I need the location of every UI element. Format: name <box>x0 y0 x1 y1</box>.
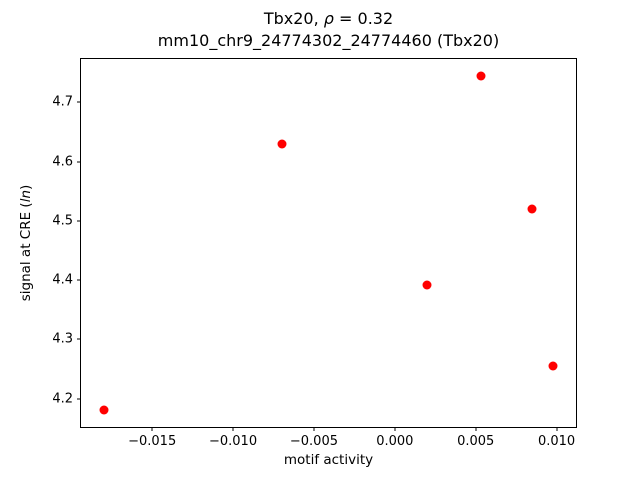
x-tick-mark <box>556 427 558 431</box>
data-point <box>527 204 537 214</box>
y-tick-label: 4.4 <box>52 272 73 288</box>
y-axis-label: signal at CRE (ln) <box>18 185 34 302</box>
chart-title: Tbx20, ρ = 0.32 mm10_chr9_24774302_24774… <box>80 8 577 52</box>
chart-title-suffix: = 0.32 <box>333 9 394 28</box>
x-tick-label: −0.015 <box>128 434 177 449</box>
x-tick-mark <box>394 427 396 431</box>
x-tick-label: 0.005 <box>457 434 495 449</box>
data-point <box>548 361 558 371</box>
y-tick-mark <box>77 101 81 103</box>
y-tick-label: 4.6 <box>52 154 73 170</box>
x-tick-label: 0.000 <box>376 434 414 449</box>
y-tick-label: 4.3 <box>52 331 73 347</box>
y-axis-label-ln: ln <box>18 189 34 203</box>
y-tick-label: 4.5 <box>52 213 73 229</box>
data-point <box>422 280 432 290</box>
chart-subtitle: mm10_chr9_24774302_24774460 (Tbx20) <box>157 31 500 50</box>
x-tick-mark <box>475 427 477 431</box>
y-tick-mark <box>77 279 81 281</box>
x-tick-mark <box>313 427 315 431</box>
data-point <box>476 71 486 81</box>
x-tick-label: −0.010 <box>208 434 258 449</box>
y-axis-label-prefix: signal at CRE ( <box>18 202 34 302</box>
x-tick-mark <box>151 427 153 431</box>
chart-title-rho: ρ <box>323 9 334 28</box>
chart-title-line1: Tbx20, ρ = 0.32 <box>80 8 577 30</box>
data-point <box>99 405 109 415</box>
y-tick-mark <box>77 220 81 222</box>
y-tick-label: 4.7 <box>52 94 73 110</box>
x-axis-label: motif activity <box>283 452 374 468</box>
data-point <box>277 139 287 149</box>
x-tick-mark <box>232 427 234 431</box>
y-tick-mark <box>77 161 81 163</box>
x-tick-label: −0.005 <box>289 434 338 449</box>
plot-area: −0.015 −0.010 −0.005 0.000 0.005 0.010 4.2 4.3 4… <box>52 58 577 449</box>
y-axis-label-suffix: ) <box>18 184 34 190</box>
chart-title-prefix: Tbx20, <box>263 9 324 28</box>
y-tick-mark <box>77 398 81 400</box>
y-tick-mark <box>77 338 81 340</box>
x-tick-label: 0.010 <box>537 434 576 449</box>
y-tick-label: 4.2 <box>52 391 73 407</box>
